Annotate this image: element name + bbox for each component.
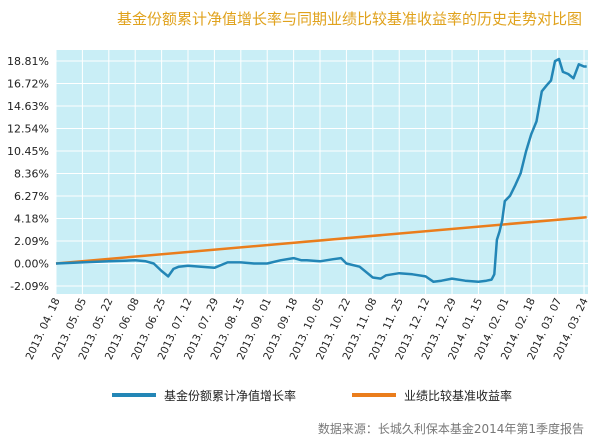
fund-line — [55, 57, 587, 284]
benchmark-line — [55, 215, 587, 265]
y-tick-label: 4.18% — [14, 213, 49, 226]
series-lines — [55, 57, 587, 284]
y-tick-label: 2.09% — [14, 235, 49, 248]
source-note: 数据来源：长城久利保本基金2014年第1季度报告 — [317, 422, 584, 436]
legend-swatch-benchmark — [352, 393, 396, 397]
legend-label-benchmark: 业绩比较基准收益率 — [404, 388, 513, 403]
y-tick-label: 0.00% — [14, 258, 49, 271]
y-tick-label: 6.27% — [14, 190, 49, 203]
legend-item-fund: 基金份额累计净值增长率 — [112, 386, 296, 404]
y-tick-label: 14.63% — [7, 100, 49, 113]
y-tick-label: 18.81% — [7, 55, 49, 68]
legend-swatch-fund — [112, 393, 156, 397]
y-axis-ticks: 18.81% 16.72% 14.63% 12.54% 10.45% 8.36% 6.27%… — [7, 55, 49, 293]
plot-area — [56, 50, 588, 294]
chart-title: 基金份额累计净值增长率与同期业绩比较基准收益率的历史走势对比图 — [116, 10, 582, 28]
y-tick-label: 8.36% — [14, 168, 49, 181]
y-tick-label: 10.45% — [7, 145, 49, 158]
y-tick-label: 12.54% — [7, 123, 49, 136]
legend-item-benchmark: 业绩比较基准收益率 — [352, 386, 512, 404]
grid-lines — [55, 50, 588, 294]
legend: 基金份额累计净值增长率 业绩比较基准收益率 — [0, 386, 596, 404]
y-tick-label: -2.09% — [10, 280, 49, 293]
legend-label-fund: 基金份额累计净值增长率 — [164, 388, 297, 403]
y-tick-label: 16.72% — [7, 78, 49, 91]
